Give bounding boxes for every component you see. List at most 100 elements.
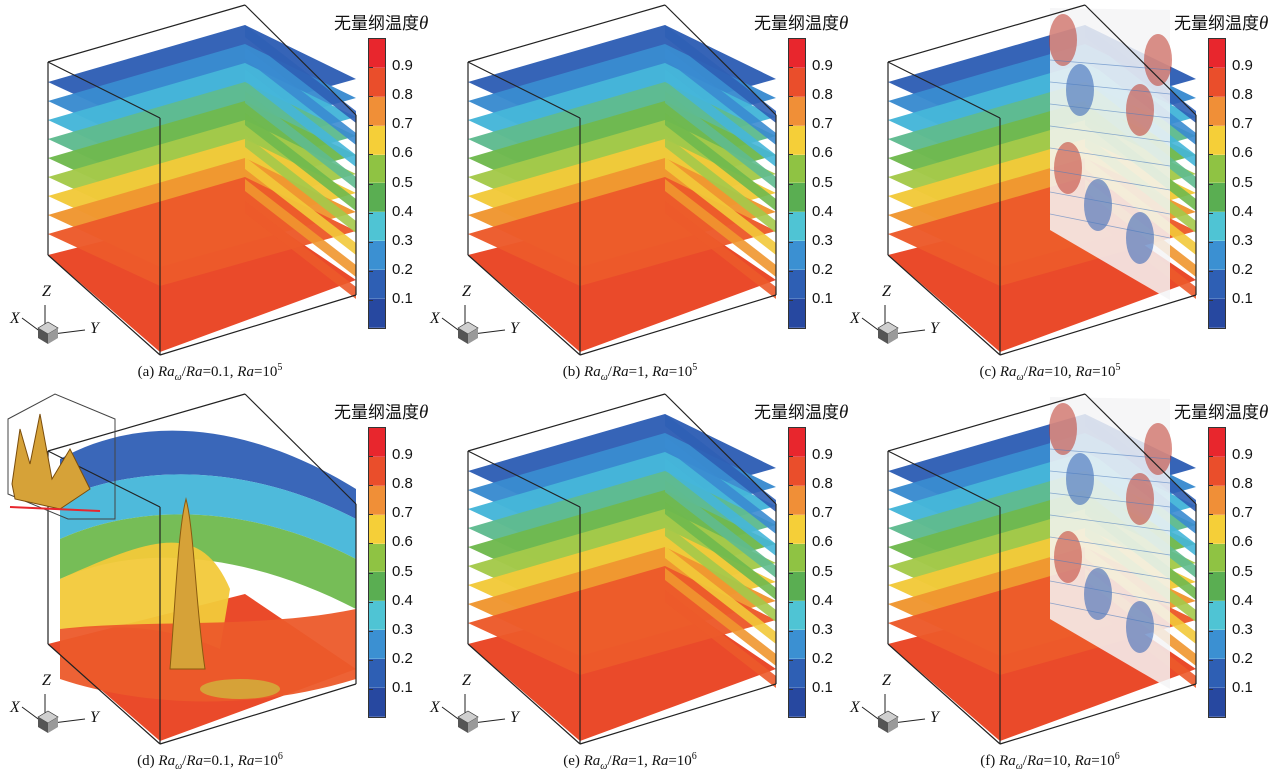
colorbar-tick-label: 0.5 [812,173,833,191]
colorbar-segment [369,514,385,544]
wall-layer [245,47,356,145]
colorbar-segment [369,428,385,457]
colorbar-tick-mark [788,270,793,272]
contour-line [1049,103,1171,119]
wall-layer [665,157,776,255]
colorbar-segment [369,630,385,660]
colorbar-tick-label: 0.1 [1232,678,1253,696]
isosurface-band [60,609,356,702]
cube-edge [47,4,246,63]
axis-triad [441,305,506,344]
velocity-contour [1126,84,1154,136]
triad-cube-left [38,328,48,344]
colorbar-tick-label: 0.8 [812,475,833,493]
contour-line [1049,536,1171,556]
colorbar-segment [369,96,385,126]
colorbar [368,427,386,718]
wall-layer [245,157,356,255]
colorbar-tick-mark [788,299,793,301]
axis-label-z: Z [462,283,471,300]
colorbar-tick-label: 0.2 [812,649,833,667]
axis-label-y: Y [90,709,99,726]
velocity-contour [1066,453,1094,505]
colorbar-tick-label: 0.9 [812,57,833,75]
colorbar-tick-label: 0.3 [1232,620,1253,638]
colorbar-title: 无量纲温度θ [334,13,429,34]
colorbar-title: 无量纲温度θ [334,402,429,423]
panel-caption: (a) Raω/Ra=0.1, Ra=105 [137,362,283,383]
colorbar-tick-label: 0.8 [1232,86,1253,104]
colorbar-segment [369,39,385,68]
colorbar-tick-mark [368,601,373,603]
colorbar-tick-label: 0.3 [812,231,833,249]
wall-layer [245,91,356,189]
scene [441,4,777,356]
colorbar-tick-mark [368,299,373,301]
colorbar-tick-mark [1208,299,1213,301]
colorbar-tick-label: 0.7 [392,115,413,133]
wall-layer [245,179,356,277]
triad-cube-right [888,328,898,344]
colorbar-tick-mark [788,688,793,690]
velocity-contour [1144,423,1172,475]
colorbar-tick-mark [1208,67,1213,69]
axis-label-x: X [850,699,860,716]
colorbar [788,427,806,718]
colorbar-tick-label: 0.7 [1232,115,1253,133]
axis-label-z: Z [42,283,51,300]
colorbar-tick-mark [1208,630,1213,632]
colorbar-tick-mark [1208,241,1213,243]
colorbar-tick-mark [1208,212,1213,214]
colorbar-tick-mark [788,543,793,545]
colorbar-tick-label: 0.5 [1232,173,1253,191]
axis-triad [861,694,926,733]
panel-caption: (c) Raω/Ra=10, Ra=105 [979,362,1121,383]
colorbar-tick-label: 0.6 [812,144,833,162]
colorbar-tick-label: 0.8 [392,86,413,104]
wall-layer [665,414,776,512]
temperature-layer [48,177,356,286]
triad-cube-left [458,717,468,733]
colorbar-tick-label: 0.7 [812,115,833,133]
cube [467,393,777,745]
panel-caption: (e) Raω/Ra=1, Ra=106 [563,751,697,772]
cube-edge [887,254,1001,356]
colorbar-tick-label: 0.1 [812,678,833,696]
colorbar-segment [369,299,385,328]
colorbar-tick-label: 0.2 [392,649,413,667]
wall-layer [665,69,776,167]
velocity-contour [1126,473,1154,525]
colorbar-tick-label: 0.3 [392,620,413,638]
colorbar-segment [1209,601,1225,631]
isosurface-band [60,474,356,559]
colorbar-tick-mark [788,125,793,127]
colorbar-tick-label: 0.6 [1232,144,1253,162]
wall-layer [665,502,776,600]
wall-layer [665,436,776,534]
colorbar-segment [1209,659,1225,689]
colorbar-tick-label: 0.4 [392,202,413,220]
colorbar-tick-label: 0.2 [1232,260,1253,278]
contour-line [1049,602,1171,628]
colorbar-tick-label: 0.3 [1232,231,1253,249]
cube-edge [467,61,581,119]
wall-layer [245,201,356,299]
colorbar-tick-mark [368,241,373,243]
colorbar-segment [789,572,805,602]
colorbar-title: 无量纲温度θ [754,402,849,423]
axis-label-z: Z [462,672,471,689]
colorbar [788,38,806,329]
colorbar-tick-label: 0.4 [1232,202,1253,220]
colorbar-tick-mark [1208,514,1213,516]
cube-edge [579,683,777,745]
colorbar-tick-label: 0.1 [392,678,413,696]
colorbar-tick-label: 0.6 [1232,533,1253,551]
colorbar-segment [789,601,805,631]
colorbar-segment [1209,572,1225,602]
colorbar-segment [1209,96,1225,126]
colorbar-segment [1209,630,1225,660]
colorbar-segment [1209,125,1225,155]
colorbar-segment [1209,485,1225,515]
contour-line [1049,213,1171,239]
